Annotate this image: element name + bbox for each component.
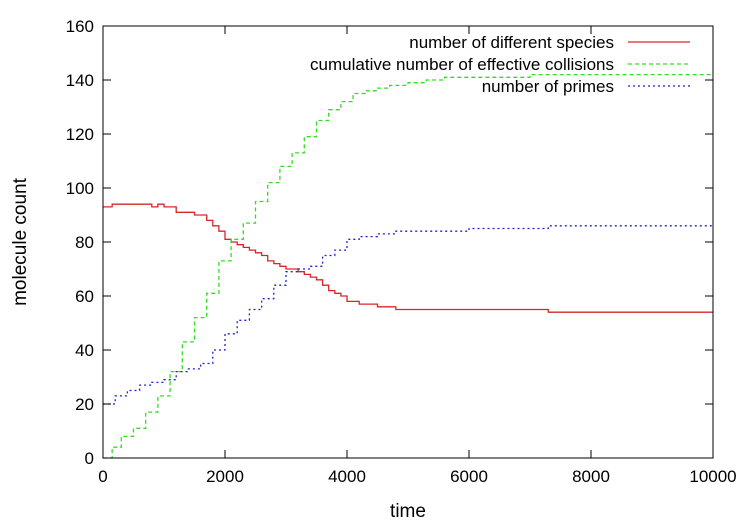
y-axis-label: molecule count	[10, 177, 31, 306]
x-tick-label: 8000	[572, 467, 610, 486]
x-axis-label: time	[390, 501, 426, 522]
y-tick-label: 40	[75, 341, 94, 360]
legend-label-2: cumulative number of effective collision…	[310, 55, 614, 74]
series-line-1	[103, 203, 713, 313]
series-line-2	[103, 73, 713, 459]
y-tick-label: 0	[85, 449, 94, 468]
legend: number of different species cumulative nu…	[310, 33, 690, 96]
x-tick-label: 0	[98, 467, 107, 486]
y-tick-label: 80	[75, 233, 94, 252]
plot-frame	[102, 25, 714, 459]
x-tick-label: 10000	[689, 467, 736, 486]
y-tick-label: 20	[75, 395, 94, 414]
x-tick-label: 4000	[328, 467, 366, 486]
y-tick-label: 60	[75, 287, 94, 306]
series-line-3	[103, 225, 713, 405]
y-tick-label: 160	[66, 17, 94, 36]
series-layer	[103, 73, 713, 459]
ticks-layer: 0 2000 4000 6000 8000 10000 0 20 40 60 80 100 120 140…	[66, 17, 737, 486]
x-tick-label: 2000	[206, 467, 244, 486]
y-tick-label: 140	[66, 71, 94, 90]
x-tick-label: 6000	[450, 467, 488, 486]
y-tick-label: 100	[66, 179, 94, 198]
y-tick-label: 120	[66, 125, 94, 144]
legend-label-3: number of primes	[482, 77, 614, 96]
legend-label-1: number of different species	[409, 33, 614, 52]
